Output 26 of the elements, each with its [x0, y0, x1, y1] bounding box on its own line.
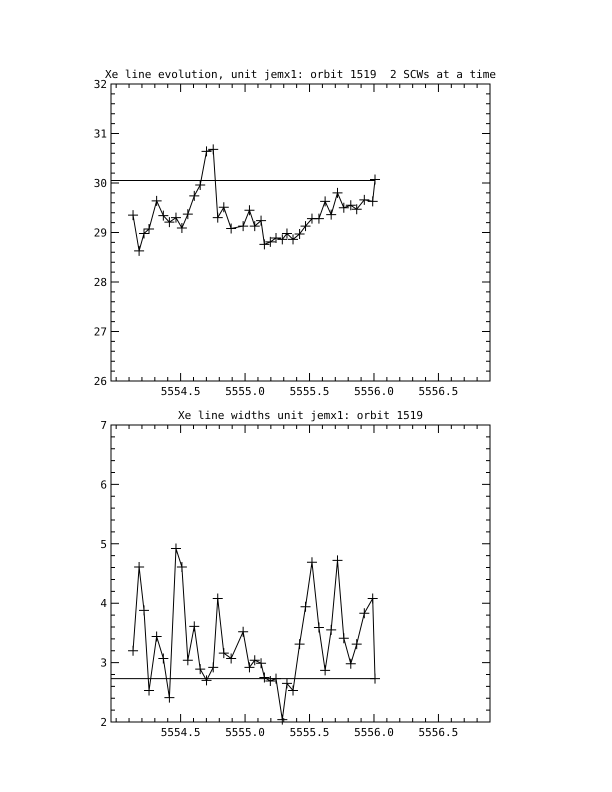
y-tick-label: 4: [100, 597, 108, 610]
y-tick-label: 26: [94, 375, 107, 388]
y-tick-label: 5: [100, 538, 107, 551]
x-tick-label: 5556.5: [418, 385, 458, 398]
chart-title: Xe line evolution, unit jemx1: orbit 1519: [105, 68, 377, 81]
y-tick-label: 31: [94, 128, 107, 140]
x-tick-label: 5554.5: [160, 385, 200, 398]
y-tick-label: 29: [94, 226, 107, 240]
y-tick-label: 6: [100, 478, 107, 492]
x-tick-label: 5555.0: [225, 726, 265, 739]
y-tick-label: 7: [100, 419, 107, 432]
y-tick-label: 2: [100, 716, 107, 729]
x-tick-label: 5555.5: [290, 385, 330, 398]
y-tick-label: 3: [100, 656, 107, 670]
x-tick-label: 5554.5: [160, 726, 200, 739]
y-tick-label: 28: [94, 276, 107, 289]
x-tick-label: 5556.0: [354, 385, 394, 398]
y-tick-label: 30: [94, 177, 107, 190]
y-tick-label: 32: [94, 78, 107, 91]
x-tick-label: 5556.5: [418, 726, 458, 739]
chart-subtitle: 2 SCWs at a time: [390, 68, 496, 81]
x-tick-label: 5555.0: [225, 385, 265, 398]
y-tick-label: 27: [94, 326, 107, 338]
x-tick-label: 5556.0: [354, 726, 394, 739]
x-tick-label: 5555.5: [290, 726, 330, 739]
chart-title: Xe line widths unit jemx1: orbit 1519: [178, 409, 424, 422]
